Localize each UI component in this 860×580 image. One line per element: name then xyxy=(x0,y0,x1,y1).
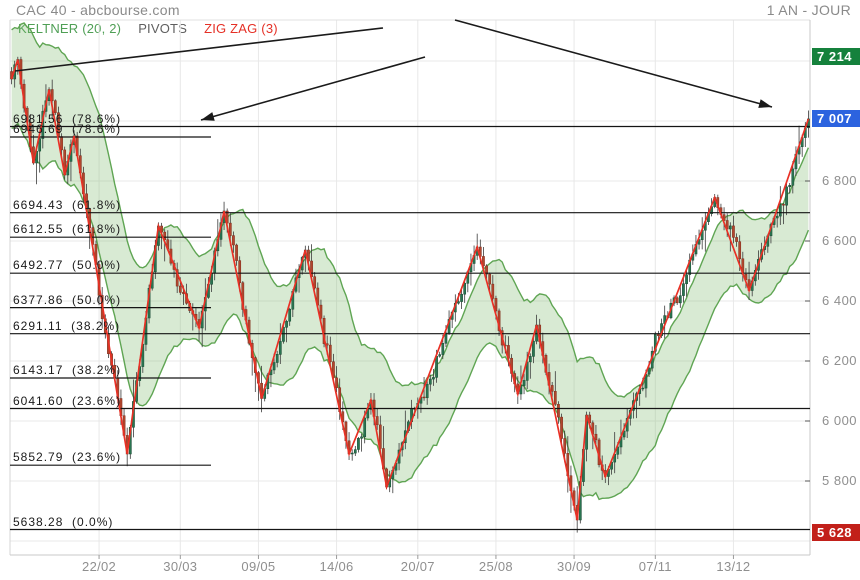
instrument-title: CAC 40 - abcbourse.com xyxy=(16,2,180,18)
legend-item-zigzag[interactable]: ZIG ZAG (3) xyxy=(204,21,278,36)
indicator-legend: KELTNER (20, 2) PIVOTS ZIG ZAG (3) xyxy=(18,21,278,36)
zigzag-line xyxy=(10,59,810,521)
trend-arrows xyxy=(14,19,773,121)
title-bar: CAC 40 - abcbourse.com 1 AN - JOUR xyxy=(0,0,860,20)
axis-ticks xyxy=(98,180,810,559)
legend-item-keltner[interactable]: KELTNER (20, 2) xyxy=(18,21,122,36)
legend-item-pivots[interactable]: PIVOTS xyxy=(138,21,188,36)
timeframe-label: 1 AN - JOUR xyxy=(766,2,851,18)
